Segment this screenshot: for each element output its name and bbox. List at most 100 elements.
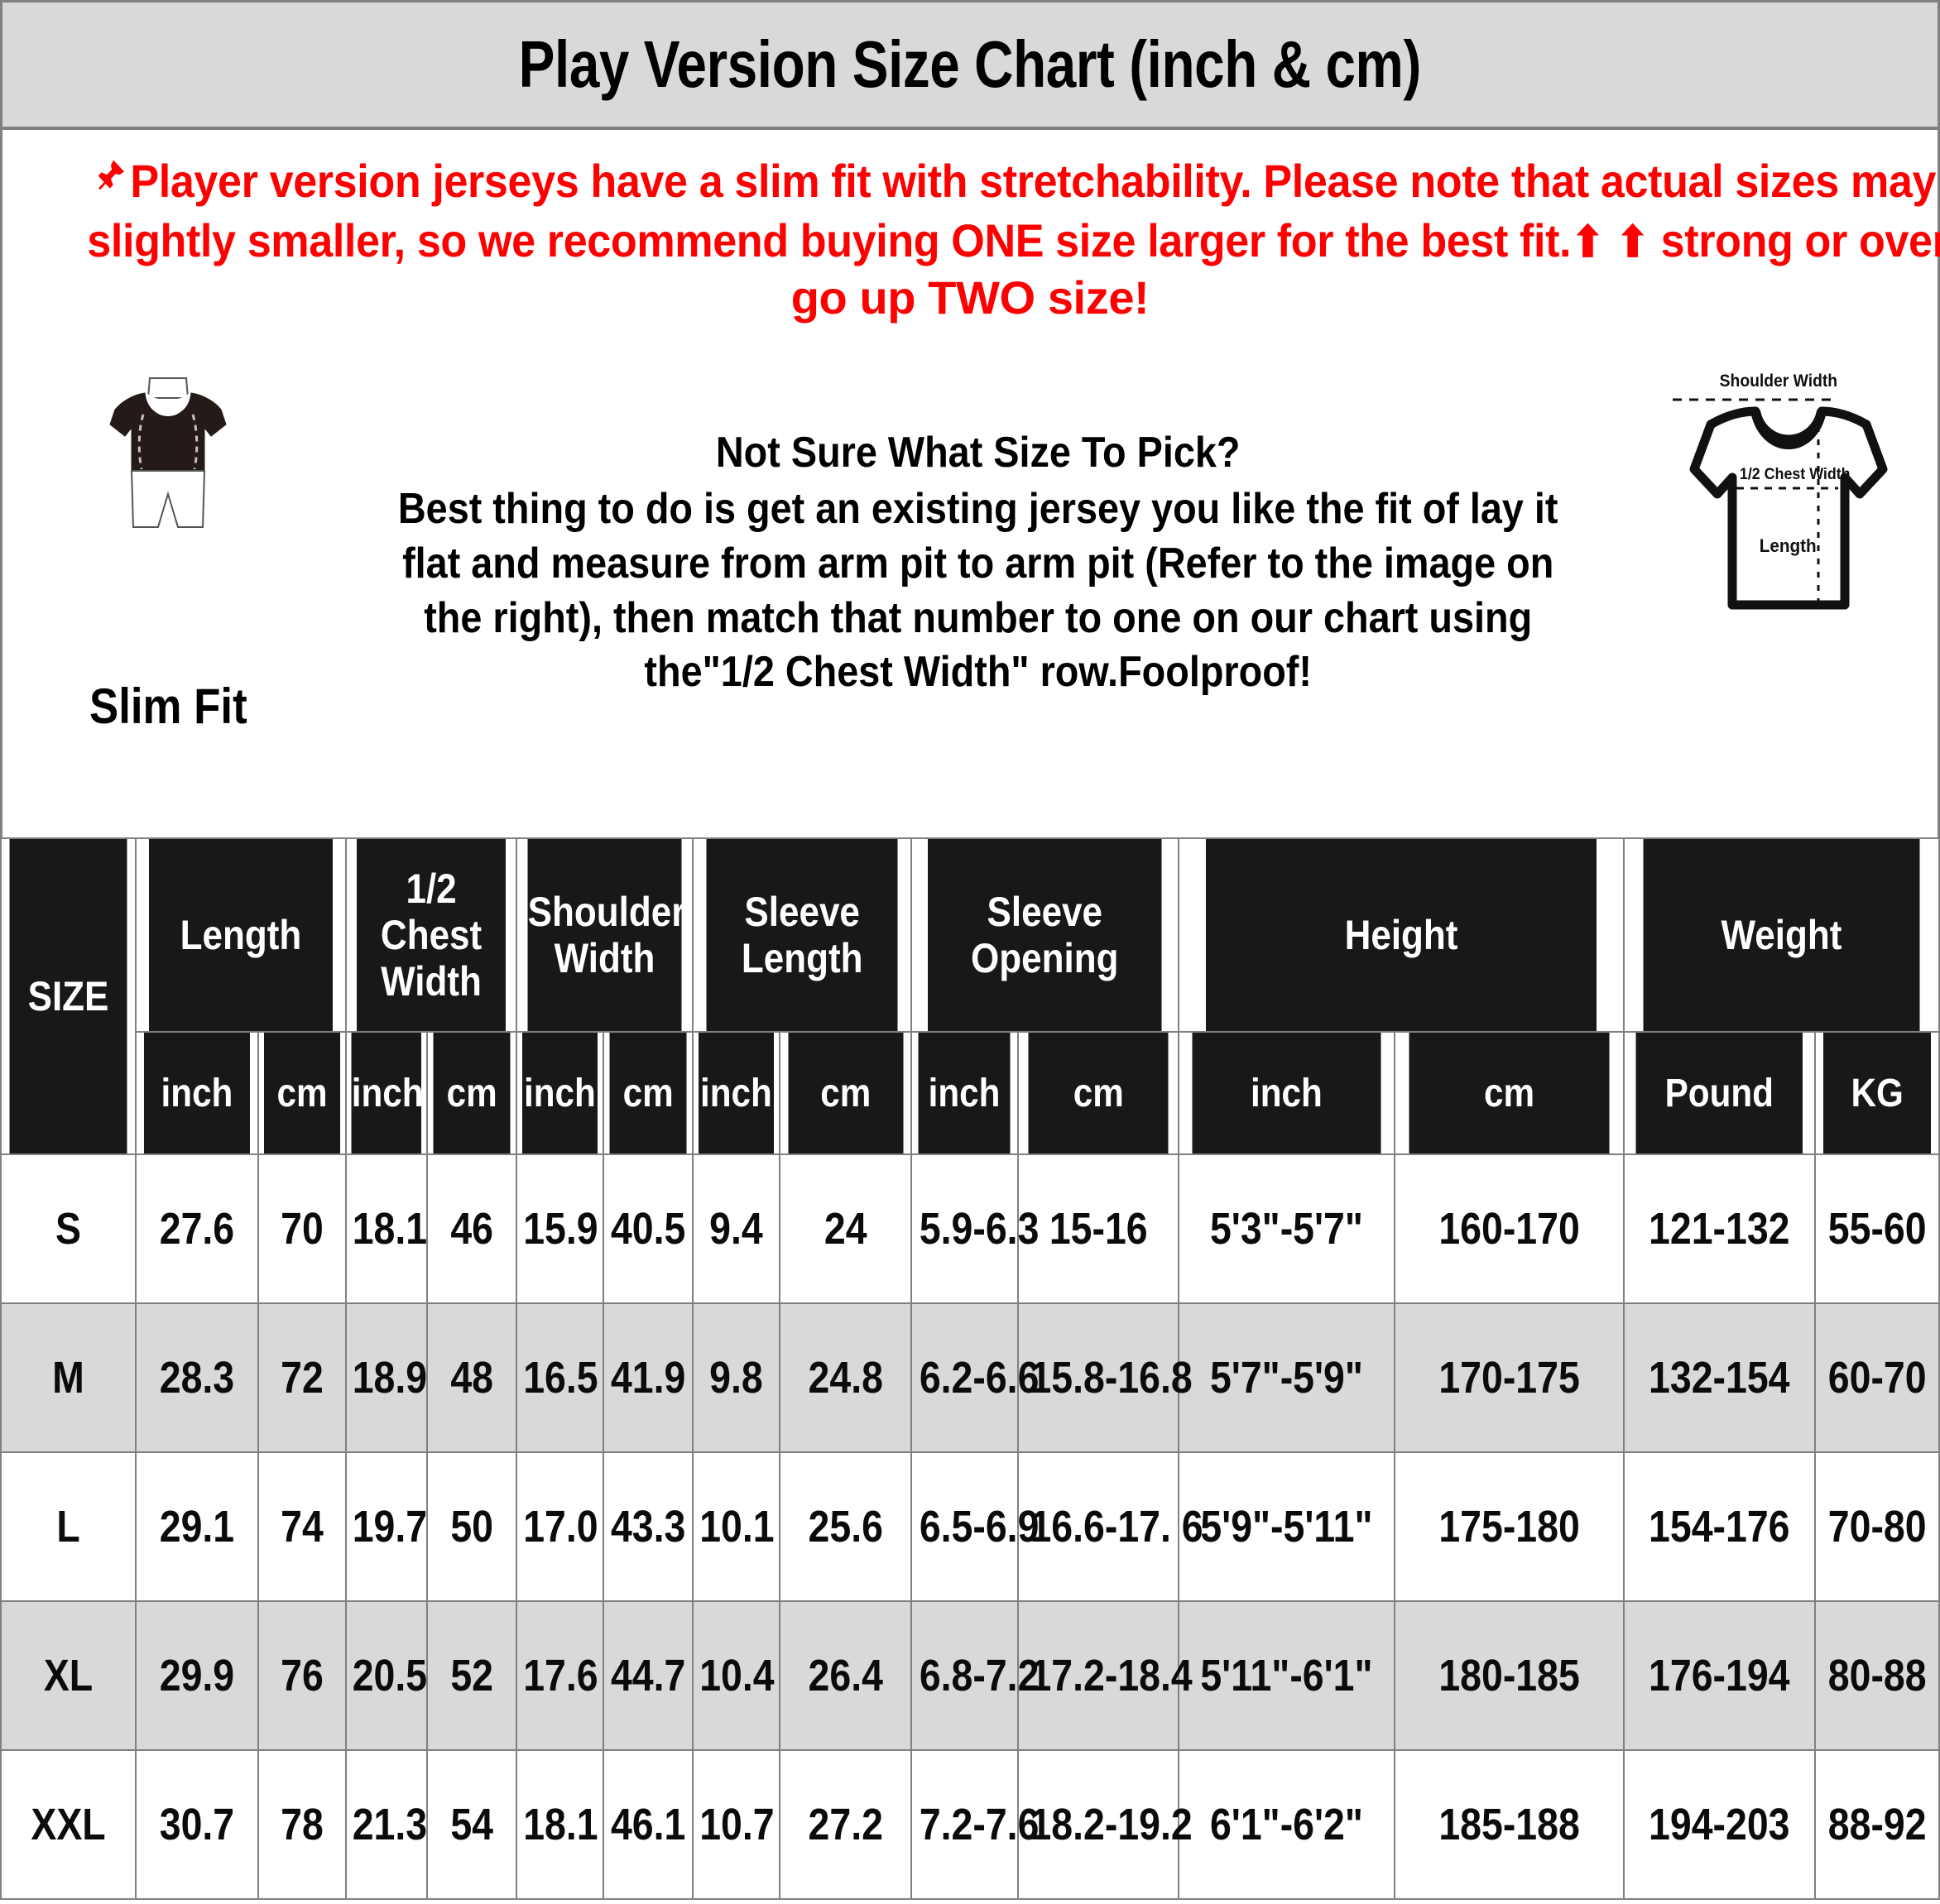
table-cell-value: 15.8-16.8 bbox=[1030, 1353, 1193, 1403]
howto-line-1: Best thing to do is get an existing jers… bbox=[397, 485, 1558, 534]
table-cell-value: 5'9"-5'11" bbox=[1200, 1502, 1373, 1551]
table-cell-value: 78 bbox=[281, 1800, 324, 1849]
header-unit-weight-pound: Pound bbox=[1635, 1031, 1804, 1155]
table-cell: 5'11"-6'1" bbox=[1178, 1600, 1395, 1751]
page-title: Play Version Size Chart (inch & cm) bbox=[518, 27, 1422, 101]
half-chest-width-label: 1/2 Chest Width bbox=[1740, 464, 1851, 482]
row-size-cell: XL bbox=[0, 1600, 137, 1751]
size-chart-table: SIZE Length 1/2 Chest Width Shoulder Wid… bbox=[0, 837, 1940, 1900]
table-cell: 15.8-16.8 bbox=[1016, 1302, 1193, 1453]
table-cell: 40.5 bbox=[602, 1153, 694, 1304]
table-cell: 24.8 bbox=[778, 1302, 913, 1453]
table-cell-value: 19.7 bbox=[352, 1502, 428, 1551]
table-cell: 29.9 bbox=[135, 1600, 259, 1751]
table-cell-value: 6.2-6.6 bbox=[920, 1353, 1040, 1403]
tee-diagram-column: Shoulder Width 1/2 Chest Width Length bbox=[1622, 368, 1940, 641]
table-row: XXL 30.7 78 21.3 54 18.1 46.1 10.7 27.2 7.2-7.6 18… bbox=[0, 1749, 1940, 1900]
table-cell-value: 20.5 bbox=[352, 1651, 428, 1700]
table-cell-value: 160-170 bbox=[1438, 1204, 1580, 1254]
table-cell: 55-60 bbox=[1813, 1153, 1940, 1304]
table-cell: 175-180 bbox=[1393, 1451, 1625, 1602]
table-cell: 5.9-6.3 bbox=[910, 1153, 1040, 1304]
table-cell: 27.2 bbox=[778, 1749, 913, 1900]
table-cell-value: 17.0 bbox=[523, 1502, 598, 1551]
table-cell-value: 44.7 bbox=[610, 1651, 686, 1700]
table-cell: 6.2-6.6 bbox=[910, 1302, 1040, 1453]
table-cell-value: 9.4 bbox=[709, 1204, 763, 1254]
table-cell-value: 10.4 bbox=[699, 1651, 775, 1700]
table-cell-value: 41.9 bbox=[610, 1353, 686, 1403]
table-cell: 29.1 bbox=[135, 1451, 259, 1602]
header-group-sleeve-length: Sleeve Length bbox=[705, 837, 900, 1033]
info-block: Player version jerseys have a slim fit w… bbox=[0, 130, 1940, 837]
row-size-cell: S bbox=[0, 1153, 137, 1304]
table-cell-value: 16.6-17. 6 bbox=[1030, 1502, 1203, 1551]
table-cell: 27.6 bbox=[135, 1153, 259, 1304]
table-cell-value: 46.1 bbox=[610, 1800, 686, 1849]
table-cell-value: 29.1 bbox=[159, 1502, 235, 1551]
table-cell-value: 18.9 bbox=[352, 1353, 428, 1403]
table-cell: 26.4 bbox=[778, 1600, 913, 1751]
table-cell: 41.9 bbox=[602, 1302, 694, 1453]
table-cell: 88-92 bbox=[1813, 1749, 1940, 1900]
table-cell: 6.5-6.9 bbox=[910, 1451, 1040, 1602]
header-unit-half-chest-inch: inch bbox=[349, 1031, 423, 1155]
row-size-value: L bbox=[56, 1502, 80, 1551]
row-size-value: S bbox=[55, 1204, 82, 1254]
table-cell-value: 21.3 bbox=[352, 1800, 428, 1849]
header-unit-weight-kg: KG bbox=[1821, 1031, 1933, 1155]
table-cell-value: 185-188 bbox=[1438, 1800, 1580, 1849]
header-group-shoulder-width: Shoulder Width bbox=[526, 837, 685, 1033]
notice-line-2-b: strong or overweight, bbox=[1660, 214, 1940, 267]
header-unit-sleeve-length-inch: inch bbox=[697, 1031, 776, 1155]
table-cell-value: 17.6 bbox=[523, 1651, 598, 1700]
table-cell-value: 70 bbox=[281, 1204, 324, 1254]
table-cell: 80-88 bbox=[1813, 1600, 1940, 1751]
table-cell-value: 80-88 bbox=[1827, 1651, 1927, 1700]
header-unit-shoulder-inch: inch bbox=[521, 1031, 599, 1155]
table-cell: 17.2-18.4 bbox=[1016, 1600, 1192, 1751]
table-cell-value: 40.5 bbox=[610, 1204, 686, 1254]
notice-line-1: Player version jerseys have a slim fit w… bbox=[87, 153, 1940, 213]
table-cell-value: 7.2-7.6 bbox=[920, 1800, 1040, 1849]
table-cell: 78 bbox=[257, 1749, 347, 1900]
header-group-sleeve-opening: Sleeve Opening bbox=[926, 837, 1164, 1033]
length-label: Length bbox=[1760, 535, 1817, 556]
table-cell-value: 15-16 bbox=[1049, 1204, 1148, 1254]
table-cell-value: 5'3"-5'7" bbox=[1209, 1204, 1363, 1254]
table-cell: 46 bbox=[425, 1153, 518, 1304]
table-row: S 27.6 70 18.1 46 15.9 40.5 9.4 24 5.9-6.3 15-16 5'… bbox=[0, 1153, 1940, 1304]
header-unit-height-inch: inch bbox=[1190, 1031, 1383, 1155]
table-cell: 30.7 bbox=[135, 1749, 259, 1900]
header-unit-sleeve-opening-inch: inch bbox=[917, 1031, 1012, 1155]
table-cell-value: 6'1"-6'2" bbox=[1209, 1800, 1363, 1849]
slim-fit-column: Slim Fit bbox=[2, 368, 334, 735]
table-cell-value: 70-80 bbox=[1827, 1502, 1927, 1551]
table-cell-value: 30.7 bbox=[159, 1800, 235, 1849]
table-cell: 132-154 bbox=[1623, 1302, 1816, 1453]
table-cell-value: 175-180 bbox=[1438, 1502, 1580, 1551]
table-cell: 50 bbox=[425, 1451, 518, 1602]
table-cell: 18.1 bbox=[344, 1153, 428, 1304]
table-cell: 180-185 bbox=[1393, 1600, 1625, 1751]
slim-fit-label: Slim Fit bbox=[89, 679, 247, 734]
table-cell-value: 5'7"-5'9" bbox=[1209, 1353, 1363, 1403]
table-cell: 19.7 bbox=[344, 1451, 428, 1602]
title-banner: Play Version Size Chart (inch & cm) bbox=[0, 0, 1940, 130]
table-cell-value: 6.8-7.2 bbox=[920, 1651, 1040, 1700]
table-cell-value: 10.7 bbox=[699, 1800, 775, 1849]
table-cell: 70 bbox=[257, 1153, 347, 1304]
table-row: M 28.3 72 18.9 48 16.5 41.9 9.8 24.8 6.2-6.6 15.8-… bbox=[0, 1302, 1940, 1453]
howto-question: Not Sure What Size To Pick? bbox=[715, 429, 1241, 477]
table-cell: 28.3 bbox=[135, 1302, 259, 1453]
table-cell: 60-70 bbox=[1813, 1302, 1940, 1453]
table-cell: 6'1"-6'2" bbox=[1178, 1749, 1395, 1900]
table-cell-value: 194-203 bbox=[1649, 1800, 1790, 1849]
table-cell-value: 132-154 bbox=[1649, 1353, 1790, 1403]
table-cell: 194-203 bbox=[1623, 1749, 1816, 1900]
table-cell: 5'3"-5'7" bbox=[1178, 1153, 1395, 1304]
table-cell: 70-80 bbox=[1813, 1451, 1940, 1602]
table-cell: 121-132 bbox=[1623, 1153, 1816, 1304]
table-cell: 25.6 bbox=[778, 1451, 913, 1602]
notice-text: Player version jerseys have a slim fit w… bbox=[2, 130, 1940, 326]
